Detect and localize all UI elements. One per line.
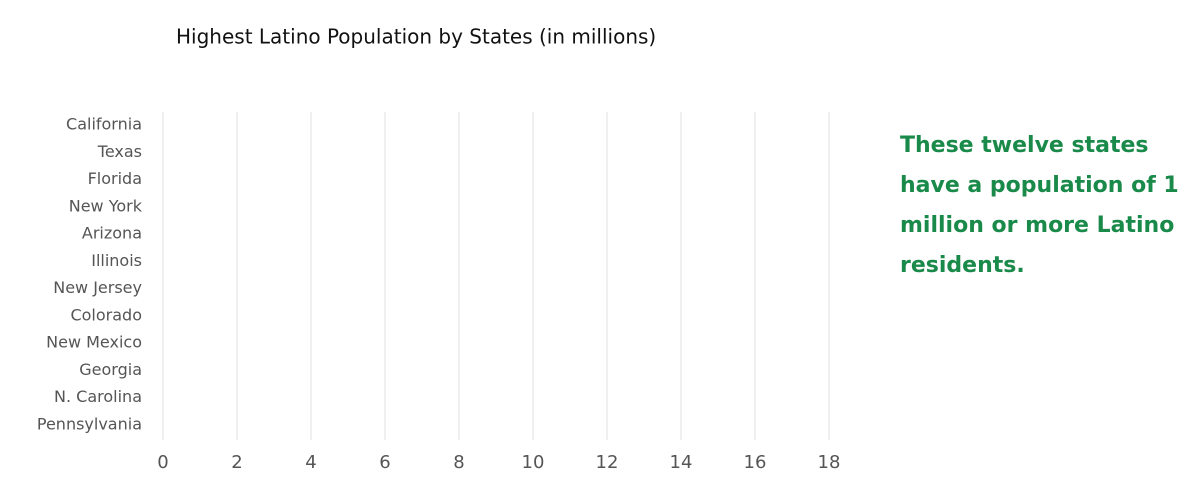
y-tick-label: New Jersey	[53, 278, 142, 297]
y-tick-label: Arizona	[82, 224, 142, 243]
x-tick-label: 16	[744, 452, 767, 473]
y-tick-label: Illinois	[91, 251, 142, 270]
y-tick-label: New Mexico	[46, 333, 142, 352]
x-tick-label: 14	[670, 452, 693, 473]
y-tick-label: N. Carolina	[54, 387, 142, 406]
x-tick-label: 0	[157, 452, 168, 473]
y-tick-label: Pennsylvania	[37, 415, 142, 434]
y-tick-label: California	[66, 115, 142, 134]
y-tick-label: Georgia	[79, 360, 142, 379]
x-tick-label: 6	[379, 452, 390, 473]
x-tick-label: 10	[522, 452, 545, 473]
y-tick-label: New York	[69, 196, 143, 215]
annotation: These twelve states have a population of…	[900, 133, 1179, 278]
x-tick-label: 18	[818, 452, 841, 473]
x-tick-label: 8	[453, 452, 464, 473]
x-tick-label: 12	[596, 452, 619, 473]
y-tick-label: Texas	[97, 142, 142, 161]
x-tick-label: 4	[305, 452, 316, 473]
y-tick-label: Florida	[88, 169, 142, 188]
chart-title: Highest Latino Population by States (in …	[176, 25, 656, 49]
x-tick-label: 2	[231, 452, 242, 473]
y-tick-label: Colorado	[70, 305, 142, 324]
